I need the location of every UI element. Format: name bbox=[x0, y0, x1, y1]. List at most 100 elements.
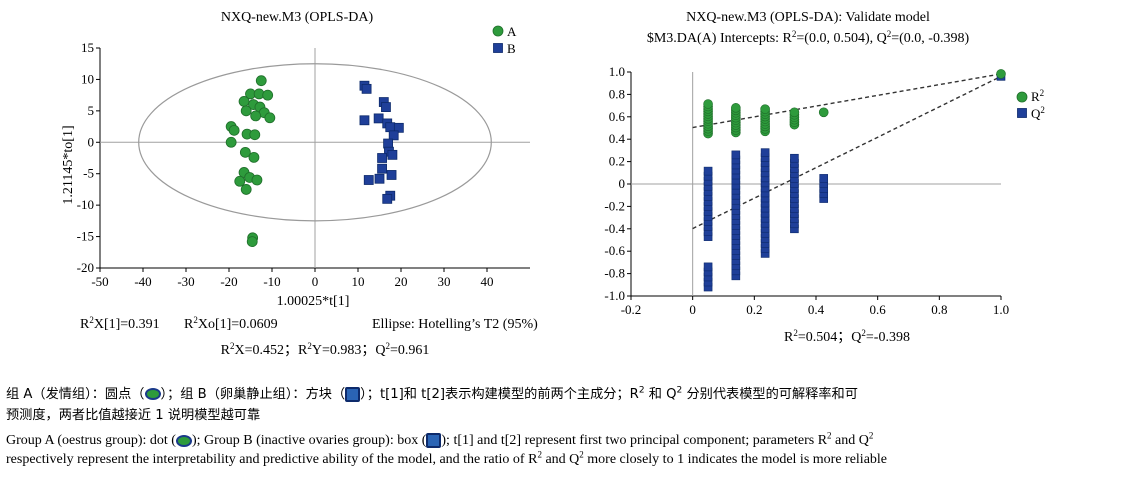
opls-da-score-plot: NXQ-new.M3 (OPLS-DA) -20-15-10-5051015-5… bbox=[61, 10, 538, 358]
score-plot-legend: AB bbox=[492, 24, 517, 56]
y-tick-label: -0.4 bbox=[604, 221, 625, 236]
group-b-point bbox=[386, 170, 397, 180]
caption-en-text-c: ); t[1] and t[2] represent first two pri… bbox=[441, 430, 874, 448]
validation-subtitle: $M3.DA(A) Intercepts: R2=(0.0, 0.504), Q… bbox=[647, 29, 970, 46]
group-a-point bbox=[234, 175, 246, 187]
group-a-point bbox=[264, 112, 276, 124]
y-tick-label: -0.2 bbox=[604, 198, 625, 213]
x-tick-label: -0.2 bbox=[621, 302, 642, 317]
ellipse-label: Ellipse: Hotelling’s T2 (95%) bbox=[372, 317, 538, 332]
group-a-point bbox=[225, 136, 237, 148]
y-tick-label: -20 bbox=[77, 260, 94, 275]
y-tick-label: -0.6 bbox=[604, 243, 625, 258]
q2-regression-line bbox=[692, 75, 1002, 230]
group-a-point bbox=[239, 146, 251, 158]
ellipse-outline bbox=[138, 63, 492, 222]
legend-label-b: B bbox=[507, 41, 516, 56]
y-tick-label: -15 bbox=[77, 229, 94, 244]
caption-en-text-a: Group A (oestrus group): dot ( bbox=[6, 433, 176, 448]
group-a-point bbox=[249, 129, 261, 141]
r2-original-point bbox=[996, 69, 1006, 79]
y-tick-label: -1.0 bbox=[604, 288, 625, 303]
x-tick-label: 20 bbox=[395, 274, 408, 289]
r2xo1-stat: R2Xo[1]=0.0609 bbox=[184, 315, 278, 332]
caption-cn-line1: 组 A（发情组）：圆点（ ）；组 B（卵巢静止组）：方块（ ）；t[1]和 t[2]… bbox=[6, 385, 858, 404]
x-tick-label: 0.8 bbox=[931, 302, 947, 317]
q2-point bbox=[703, 166, 713, 176]
x-axis-label: 1.00025*t[1] bbox=[277, 294, 350, 309]
r2-point bbox=[760, 104, 770, 114]
regression-lines bbox=[692, 73, 1002, 230]
caption-cn-line2: 预测度，两者比值越接近 1 说明模型越可靠 bbox=[6, 408, 261, 423]
y-tick-label: 0.4 bbox=[609, 131, 626, 146]
group-b-point bbox=[363, 175, 374, 185]
group-b-point bbox=[361, 83, 372, 94]
group-b-point bbox=[381, 102, 391, 112]
y-tick-label: 0 bbox=[619, 176, 626, 191]
group-a-point bbox=[238, 96, 250, 107]
group-b-point bbox=[385, 122, 396, 133]
legend-marker-a bbox=[492, 25, 504, 37]
y-tick-label: 0 bbox=[88, 134, 95, 149]
group-b-point bbox=[393, 122, 404, 133]
r2-point bbox=[703, 99, 713, 109]
legend-label-q2: Q2 bbox=[1031, 105, 1045, 121]
x-tick-label: -50 bbox=[91, 274, 108, 289]
r2-regression-line bbox=[692, 73, 1002, 129]
validation-title: NXQ-new.M3 (OPLS-DA): Validate model bbox=[686, 10, 930, 25]
x-tick-label: 0.2 bbox=[746, 302, 762, 317]
validation-axes: -1.0 -0.8 -0.6 -0.4 -0.2 0 0.2 0.4 0.6 0.8 1.0 -0.2… bbox=[604, 64, 1009, 317]
legend-label-r2: R2 bbox=[1031, 88, 1044, 104]
box-legend-icon bbox=[345, 386, 361, 402]
caption-en-text-b: ); Group B (inactive ovaries group): box… bbox=[191, 433, 427, 448]
q2-point bbox=[790, 153, 799, 163]
r2-point bbox=[731, 103, 741, 113]
caption-en-line2: respectively represent the interpretabil… bbox=[6, 449, 888, 467]
y-tick-label: 0.2 bbox=[609, 154, 625, 169]
r2x1-stat: R2X[1]=0.391 bbox=[80, 315, 160, 332]
x-tick-label: 0.4 bbox=[808, 302, 825, 317]
score-plot-title: NXQ-new.M3 (OPLS-DA) bbox=[221, 10, 374, 25]
y-tick-label: 1.0 bbox=[609, 64, 625, 79]
x-tick-label: 0.6 bbox=[870, 302, 887, 317]
y-tick-label: -10 bbox=[77, 197, 94, 212]
x-tick-label: 10 bbox=[352, 274, 365, 289]
legend-marker-b bbox=[493, 43, 503, 53]
legend-label-a: A bbox=[507, 24, 517, 39]
x-tick-label: 0 bbox=[312, 274, 319, 289]
q2-point bbox=[703, 262, 713, 272]
y-tick-label: 5 bbox=[88, 103, 95, 118]
validation-summary: R2=0.504；Q2=-0.398 bbox=[784, 328, 910, 345]
x-tick-label: -30 bbox=[177, 274, 194, 289]
y-tick-label: 15 bbox=[81, 40, 94, 55]
x-tick-label: 30 bbox=[438, 274, 451, 289]
x-tick-label: -10 bbox=[263, 274, 280, 289]
x-tick-label: -20 bbox=[220, 274, 237, 289]
group-a-point bbox=[240, 105, 252, 117]
x-tick-label: -40 bbox=[134, 274, 151, 289]
score-plot-summary: R2X=0.452；R2Y=0.983；Q2=0.961 bbox=[221, 341, 430, 358]
permutation-validation-plot: NXQ-new.M3 (OPLS-DA): Validate model $M3… bbox=[604, 10, 1044, 345]
legend-marker-r2 bbox=[1016, 91, 1028, 103]
y-axis-label: 1.21145*to[1] bbox=[61, 125, 76, 204]
group-a-point bbox=[248, 151, 260, 163]
group-a-point bbox=[246, 236, 258, 248]
score-plot-points bbox=[225, 75, 404, 248]
group-a-point bbox=[240, 184, 252, 195]
group-a-point bbox=[255, 75, 267, 87]
group-b-point bbox=[387, 149, 398, 160]
group-b-point bbox=[359, 115, 370, 126]
r2-point bbox=[789, 107, 800, 118]
group-b-point bbox=[377, 153, 387, 163]
group-b-point bbox=[388, 130, 399, 141]
group-b-point bbox=[377, 163, 387, 174]
group-a-point bbox=[262, 89, 274, 101]
caption-cn-text-c: ）；t[1]和 t[2]表示构建模型的前两个主成分；R2 和 Q2 分别代表模型… bbox=[360, 385, 858, 402]
y-tick-label: 10 bbox=[81, 71, 94, 86]
x-tick-label: 0 bbox=[689, 302, 696, 317]
r2-point bbox=[818, 107, 829, 118]
group-a-point bbox=[251, 174, 263, 186]
dot-legend-icon bbox=[175, 434, 192, 447]
